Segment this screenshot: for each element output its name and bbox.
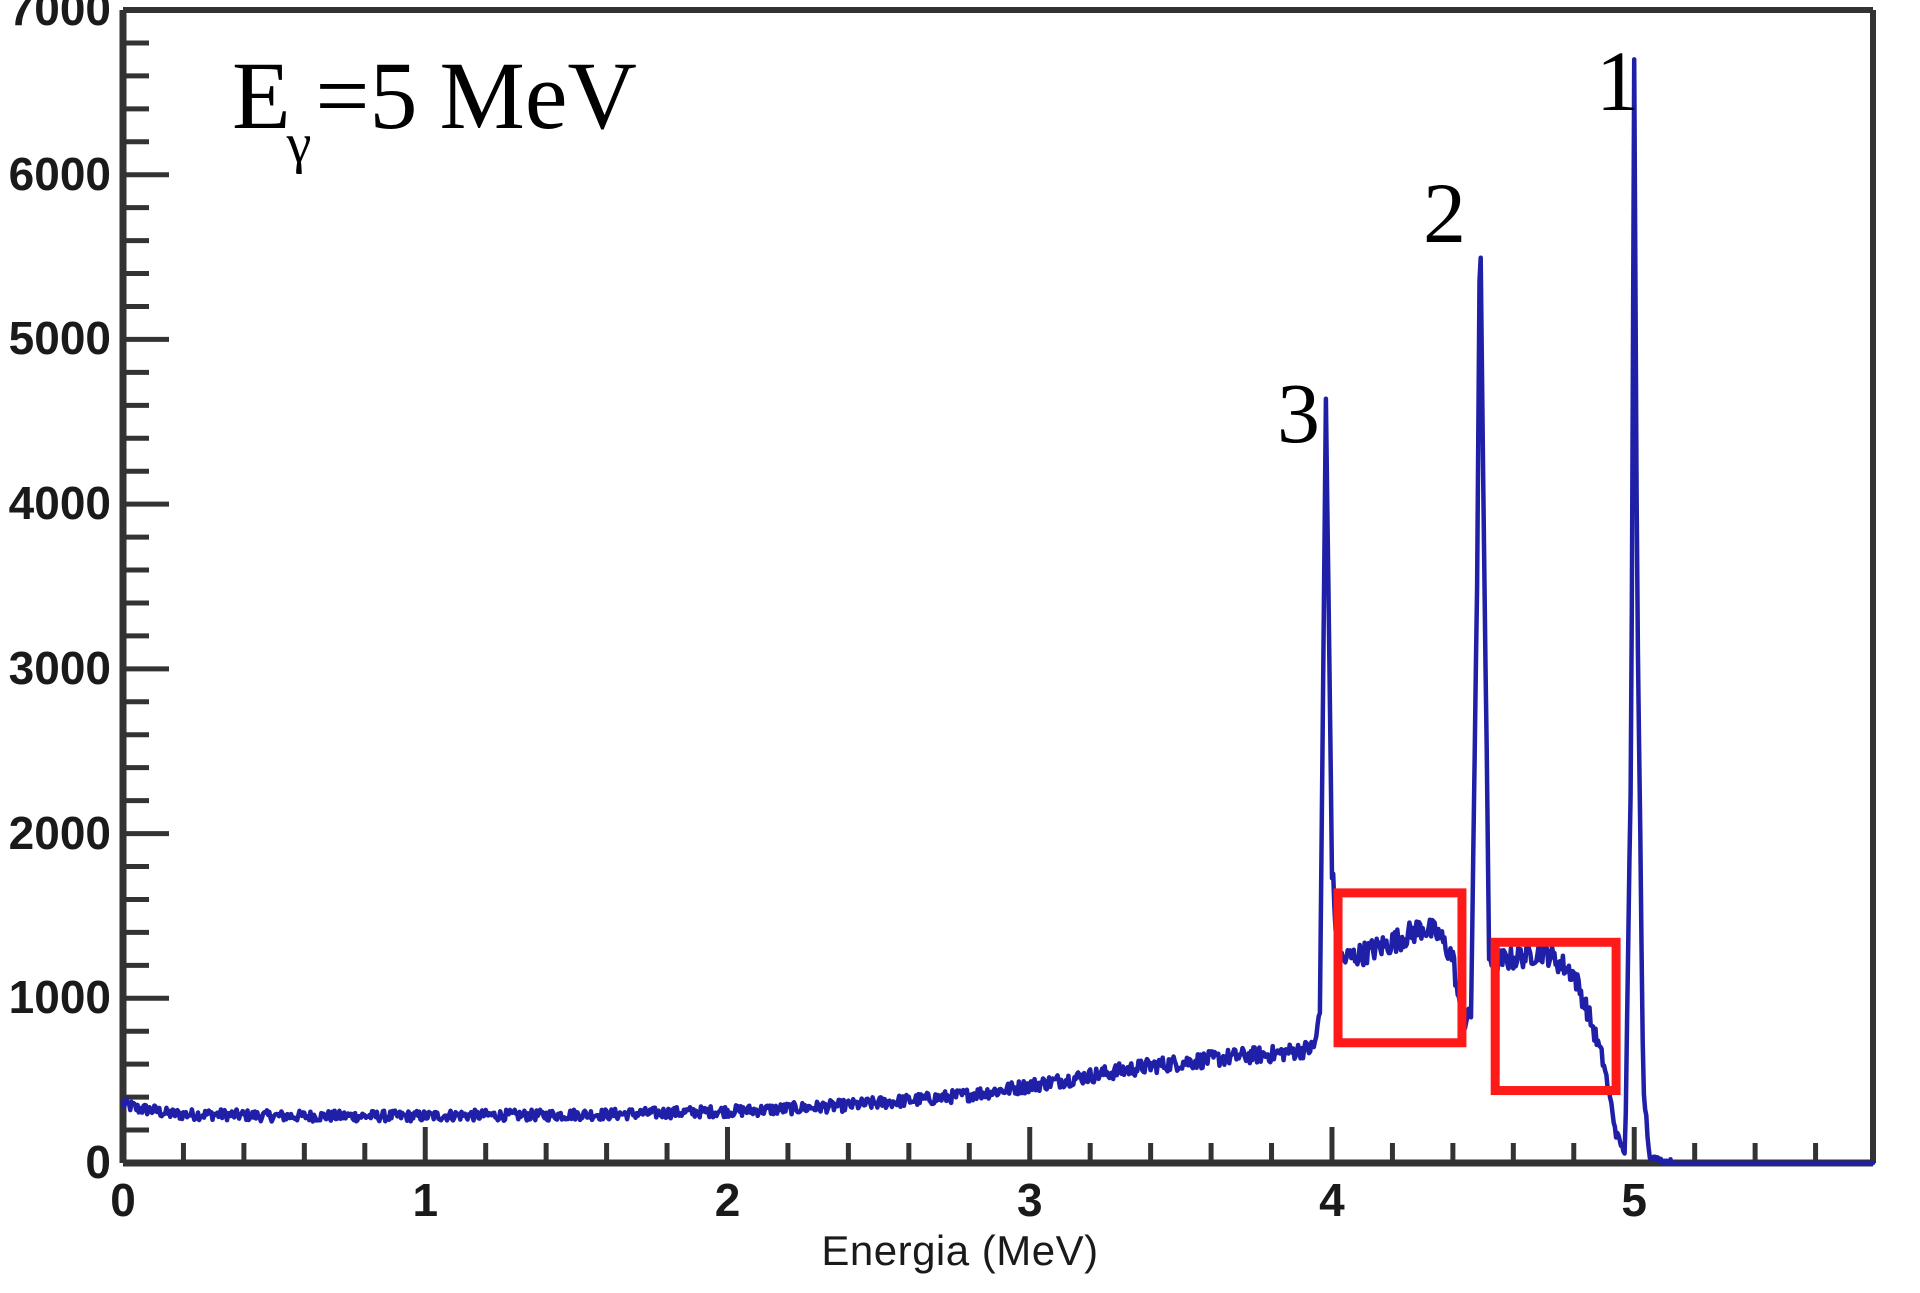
x-tick-label: 3 (1016, 1174, 1043, 1226)
x-tick-label: 5 (1621, 1174, 1648, 1226)
y-tick-label: 6000 (8, 147, 111, 200)
x-tick-label: 2 (714, 1174, 741, 1226)
annotation-symbol-E: E (232, 42, 291, 149)
y-tick-label: 7000 (8, 0, 111, 35)
highlight-boxes (1333, 888, 1621, 1096)
x-axis-ticks (120, 1127, 1819, 1163)
y-tick-label: 3000 (8, 641, 111, 694)
y-tick-label: 1000 (8, 971, 111, 1024)
peak-label-single-escape: 2 (1423, 165, 1466, 261)
compton-edge-box-de (1333, 888, 1467, 1048)
y-tick-label: 0 (85, 1136, 111, 1188)
y-tick-label: 4000 (8, 477, 111, 530)
x-tick-label: 4 (1319, 1174, 1345, 1226)
x-tick-label: 1 (412, 1174, 439, 1226)
y-tick-label: 5000 (8, 312, 111, 365)
spectrum-curve (120, 57, 1876, 1166)
annotation-subscript-gamma: γ (286, 113, 312, 176)
x-tick-label: 0 (110, 1174, 136, 1226)
annotation-value: =5 (315, 42, 418, 149)
y-axis-ticks (123, 7, 169, 1166)
plot-frame (119, 7, 1876, 1167)
compton-edge-box-se (1490, 937, 1621, 1096)
beam-energy-annotation: Eγ=5 MeV (232, 48, 637, 173)
peak-label-full-energy: 1 (1596, 33, 1639, 129)
x-axis-title: Energia (MeV) (821, 1227, 1099, 1274)
y-tick-label: 2000 (8, 806, 111, 859)
peak-label-double-escape: 3 (1277, 365, 1320, 461)
annotation-unit: MeV (439, 42, 637, 149)
